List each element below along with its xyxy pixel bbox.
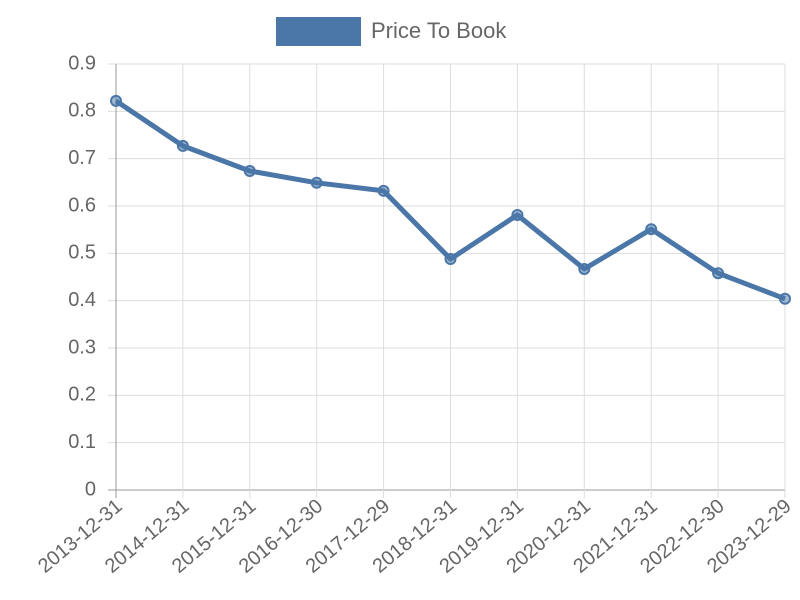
point xyxy=(310,176,323,189)
y-tick-label: 0.3 xyxy=(68,336,96,358)
y-tick-label: 0.7 xyxy=(68,147,96,169)
y-tick-label: 0.1 xyxy=(68,431,96,453)
point xyxy=(110,94,122,107)
point xyxy=(645,223,658,236)
legend-swatch xyxy=(276,17,361,46)
y-tick-label: 0.9 xyxy=(68,52,96,74)
point xyxy=(377,184,390,197)
point xyxy=(243,164,256,177)
point xyxy=(779,292,791,305)
y-tick-label: 0.5 xyxy=(68,242,96,264)
point xyxy=(712,267,725,280)
point xyxy=(511,208,524,221)
y-tick-label: 0.4 xyxy=(68,289,96,311)
point xyxy=(176,139,189,152)
legend-label: Price To Book xyxy=(371,18,507,43)
point xyxy=(578,262,591,275)
y-tick-label: 0.8 xyxy=(68,100,96,122)
point xyxy=(444,253,457,266)
y-tick-label: 0.2 xyxy=(68,384,96,406)
y-tick-label: 0.6 xyxy=(68,194,96,216)
y-tick-label: 0 xyxy=(85,478,96,500)
